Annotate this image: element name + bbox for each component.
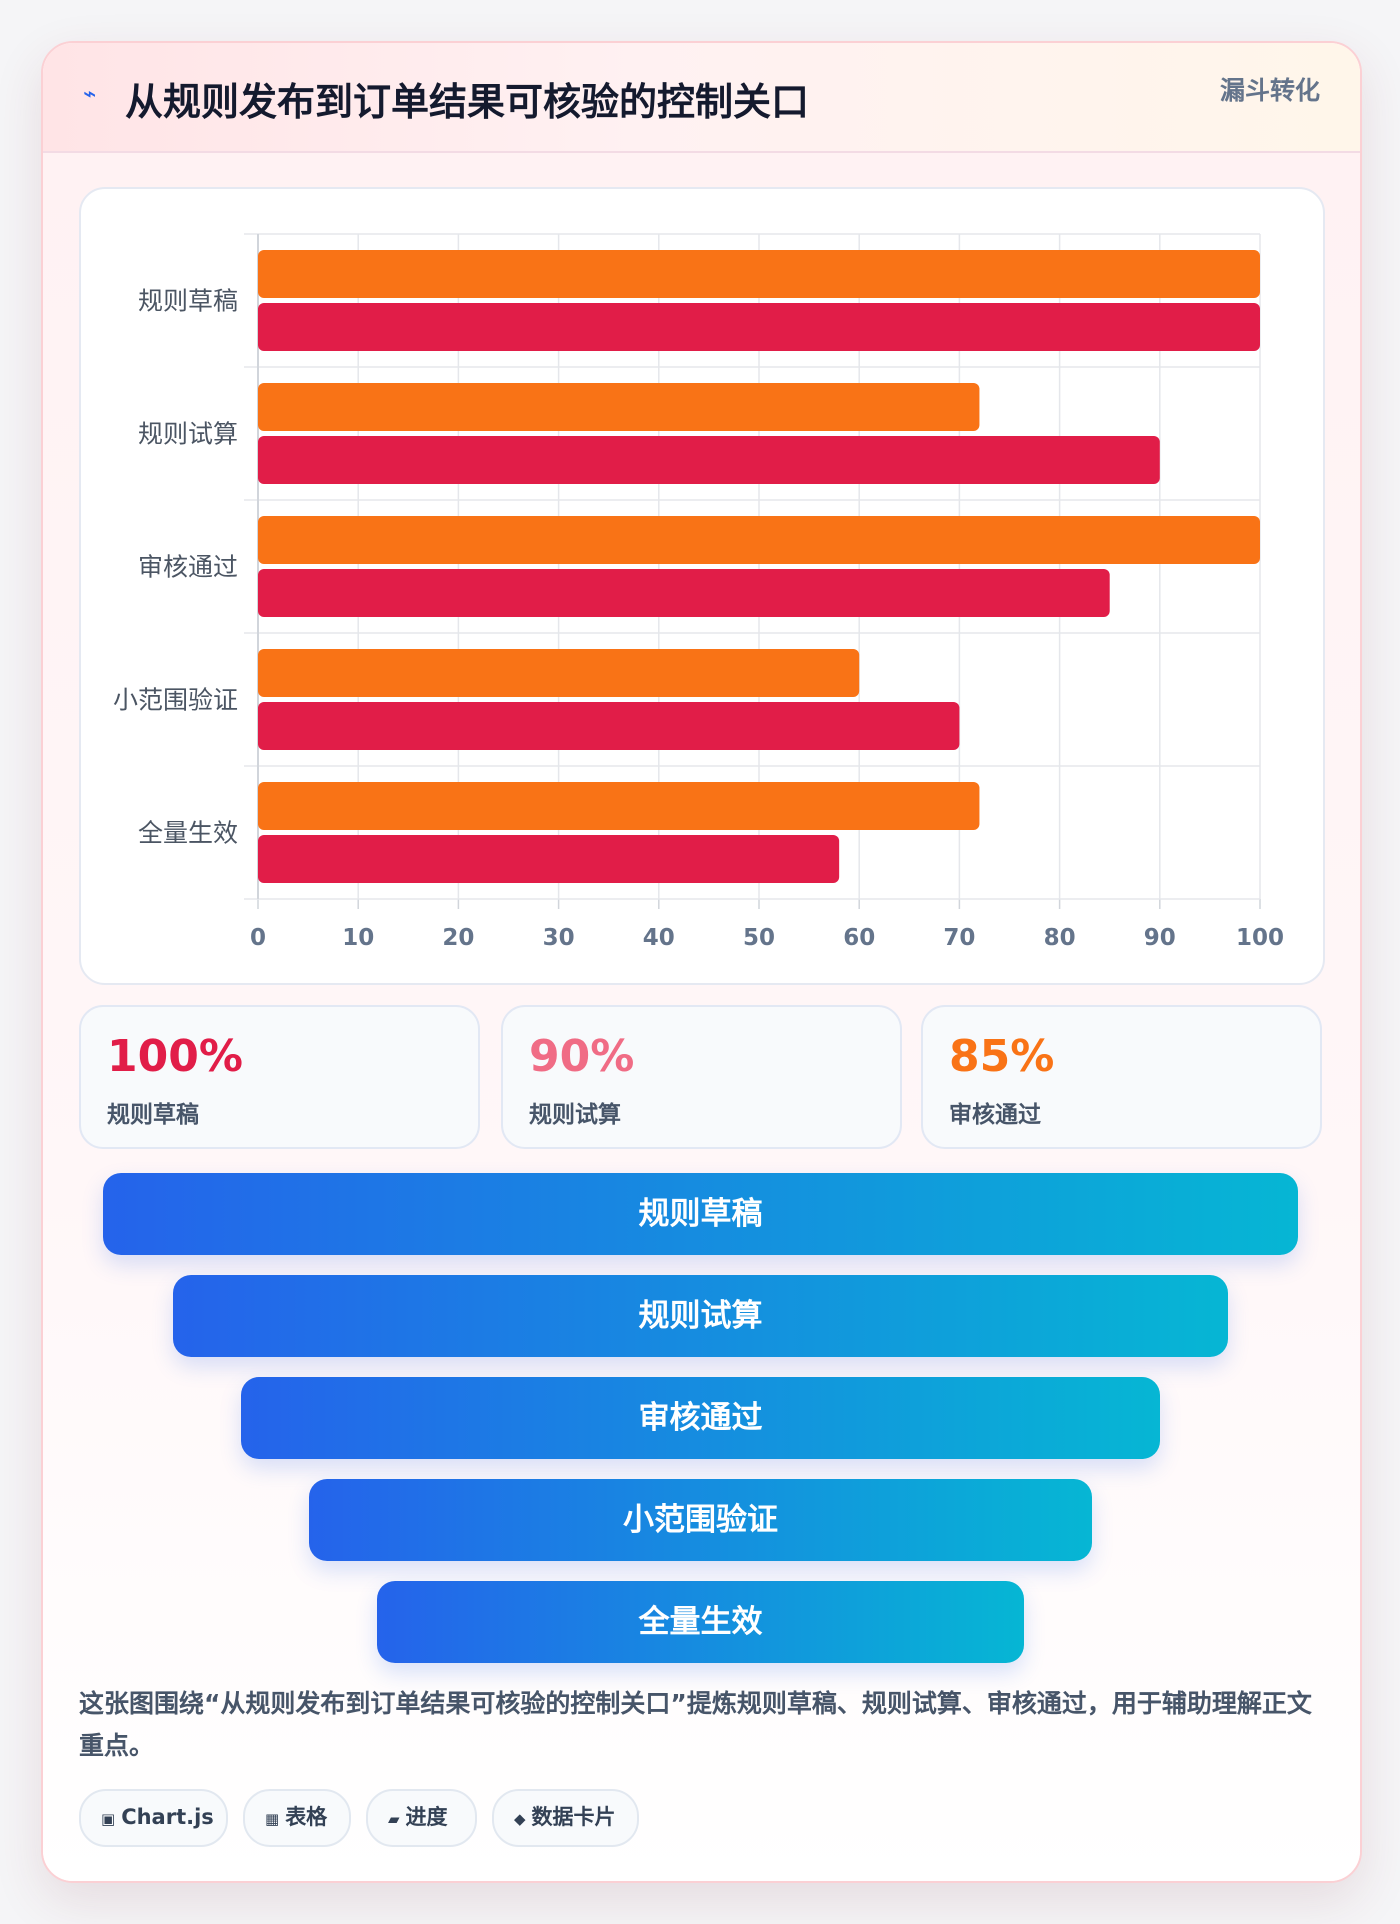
stat-value: 85% [949, 1031, 1055, 1082]
y-tick-label: 小范围验证 [113, 686, 238, 715]
y-tick-label: 规则试算 [138, 420, 238, 449]
funnel-stage: 规则草稿 [103, 1173, 1298, 1255]
bar [258, 702, 960, 750]
chart-panel: 0 10 20 30 40 50 60 70 80 90 100 规则草稿规则试算审核通过小范围验证全… [79, 187, 1325, 985]
x-tick-label: 50 [743, 925, 775, 951]
chip-table[interactable]: ▦ 表格 [243, 1789, 351, 1847]
x-tick-label: 30 [543, 925, 575, 951]
x-tick-label: 40 [643, 925, 675, 951]
table-icon: ▦ [265, 1810, 280, 1828]
stat-cards: 100% 规则草稿 90% 规则试算 85% 审核通过 [79, 1005, 1324, 1149]
bar-chart: 0 10 20 30 40 50 60 70 80 90 100 规则草稿规则试算审核通过小范围验证全… [113, 233, 1284, 951]
chip-label: 数据卡片 [531, 1805, 616, 1829]
stat-card: 90% 规则试算 [501, 1005, 902, 1149]
chip-label: 进度 [405, 1805, 448, 1829]
bar [258, 383, 980, 431]
bar [258, 782, 980, 830]
stat-label: 审核通过 [949, 1102, 1041, 1128]
chip-progress[interactable]: ▰ 进度 [366, 1789, 477, 1847]
bar [258, 250, 1260, 298]
chip-data-card[interactable]: ◆ 数据卡片 [492, 1789, 639, 1847]
bar [258, 835, 840, 883]
chart-description: 这张图围绕“从规则发布到订单结果可核验的控制关口”提炼规则草稿、规则试算、审核通… [79, 1689, 1312, 1760]
funnel-stage: 规则试算 [173, 1275, 1228, 1357]
card-header: ⌁ 从规则发布到订单结果可核验的控制关口 漏斗转化 [43, 43, 1360, 153]
x-tick-label: 80 [1044, 925, 1076, 951]
y-tick-label: 审核通过 [138, 553, 238, 582]
chart-type-badge: 漏斗转化 [1219, 76, 1320, 105]
stat-value: 100% [107, 1031, 243, 1082]
bar [258, 569, 1110, 617]
funnel-stage: 全量生效 [377, 1581, 1024, 1663]
x-tick-label: 100 [1236, 925, 1284, 951]
x-tick-label: 0 [250, 925, 266, 951]
stat-value: 90% [529, 1031, 635, 1082]
bar [258, 649, 860, 697]
stat-card: 85% 审核通过 [921, 1005, 1322, 1149]
y-tick-label: 全量生效 [138, 819, 238, 848]
stat-card: 100% 规则草稿 [79, 1005, 480, 1149]
funnel-stage: 小范围验证 [309, 1479, 1092, 1561]
bar [258, 303, 1260, 351]
diamond-icon: ◆ [514, 1810, 526, 1828]
bar [258, 516, 1260, 564]
chip-label: 表格 [285, 1805, 328, 1829]
bar [258, 436, 1160, 484]
x-tick-label: 70 [943, 925, 975, 951]
lightning-icon: ⌁ [83, 82, 97, 107]
chip-chartjs[interactable]: ▣ Chart.js [79, 1789, 228, 1847]
summary-card: ⌁ 从规则发布到订单结果可核验的控制关口 漏斗转化 0 10 20 30 40 50 60 7… [41, 41, 1362, 1883]
page-title: 从规则发布到订单结果可核验的控制关口 [125, 80, 810, 124]
x-tick-label: 20 [442, 925, 474, 951]
stat-label: 规则草稿 [107, 1102, 199, 1128]
funnel-stage: 审核通过 [241, 1377, 1160, 1459]
x-tick-label: 90 [1144, 925, 1176, 951]
stat-label: 规则试算 [529, 1102, 621, 1128]
x-tick-label: 60 [843, 925, 875, 951]
y-tick-label: 规则草稿 [138, 287, 238, 316]
progress-icon: ▰ [388, 1810, 400, 1828]
x-tick-label: 10 [342, 925, 374, 951]
square-icon: ▣ [101, 1810, 116, 1828]
chip-label: Chart.js [121, 1805, 214, 1829]
